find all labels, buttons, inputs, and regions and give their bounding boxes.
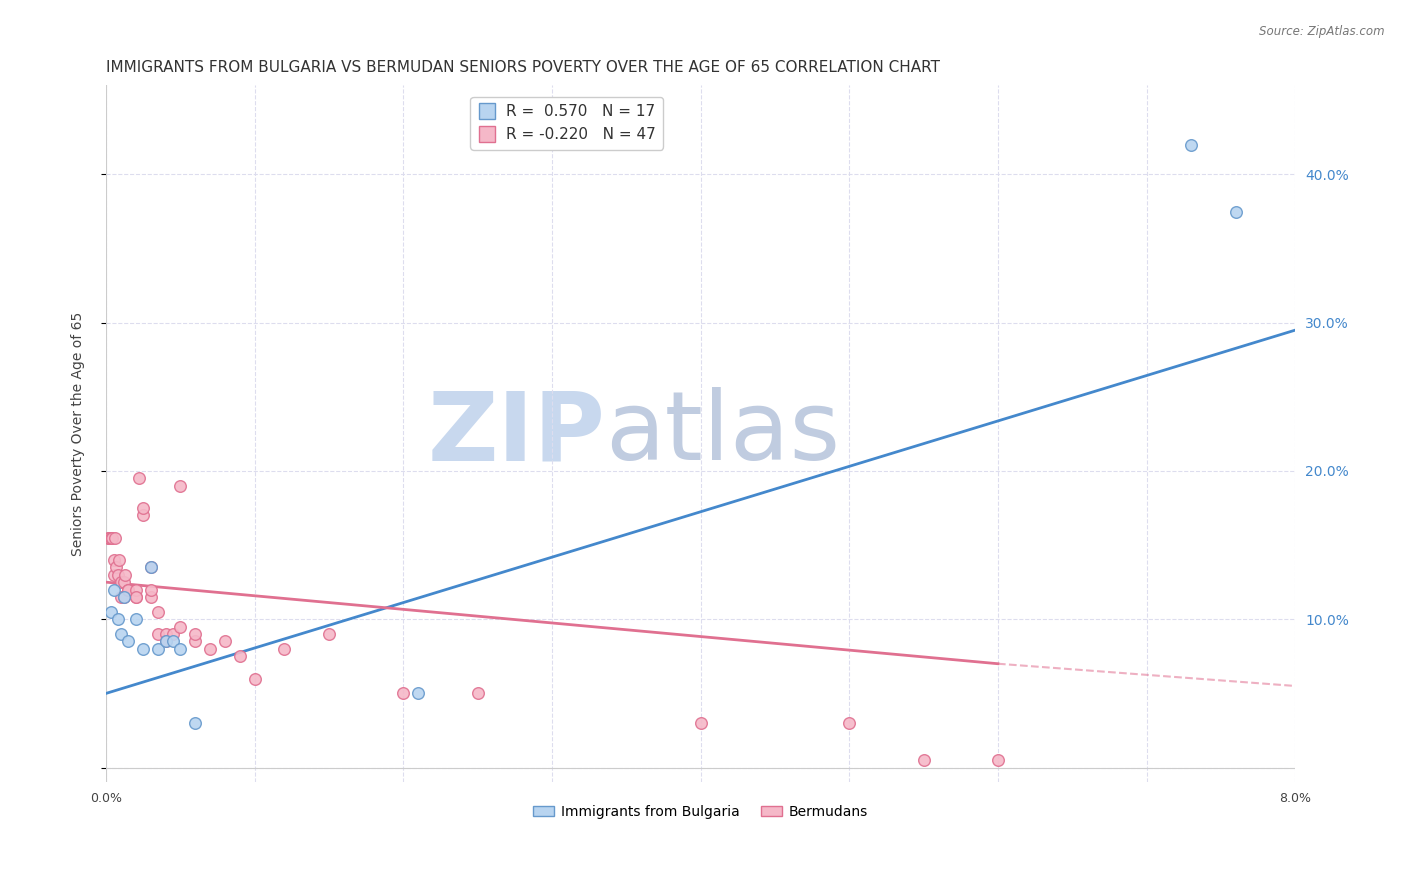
Point (117, 582, 139, 597)
Point (112, 590, 135, 604)
Point (132, 501, 155, 516)
Point (1225, 204, 1247, 219)
Point (107, 612, 129, 626)
Point (229, 649, 252, 664)
Point (139, 590, 162, 604)
Point (318, 627, 340, 641)
Point (467, 686, 489, 700)
Point (273, 641, 295, 656)
Point (108, 553, 131, 567)
Point (146, 627, 169, 641)
Point (184, 634, 207, 648)
Point (243, 672, 266, 686)
Point (105, 560, 128, 574)
Point (125, 612, 148, 626)
Point (169, 479, 191, 493)
Point (132, 641, 155, 656)
Point (98, 531, 121, 545)
Point (104, 531, 127, 545)
Point (155, 634, 177, 648)
Point (112, 575, 135, 590)
Point (97, 531, 120, 545)
Point (1180, 137, 1202, 152)
Point (155, 634, 177, 648)
Legend: Immigrants from Bulgaria, Bermudans: Immigrants from Bulgaria, Bermudans (527, 799, 873, 824)
Text: IMMIGRANTS FROM BULGARIA VS BERMUDAN SENIORS POVERTY OVER THE AGE OF 65 CORRELAT: IMMIGRANTS FROM BULGARIA VS BERMUDAN SEN… (105, 60, 941, 75)
Point (110, 627, 132, 641)
Point (100, 531, 122, 545)
Point (125, 590, 148, 604)
Point (155, 627, 177, 641)
Point (117, 582, 139, 597)
Point (101, 531, 124, 545)
Point (912, 753, 935, 767)
Point (406, 686, 429, 700)
Point (146, 605, 169, 619)
Point (103, 567, 125, 582)
Point (162, 627, 184, 641)
Point (103, 553, 125, 567)
Point (110, 575, 132, 590)
Y-axis label: Seniors Poverty Over the Age of 65: Seniors Poverty Over the Age of 65 (72, 312, 86, 556)
Point (987, 753, 1010, 767)
Point (184, 627, 207, 641)
Point (107, 567, 129, 582)
Point (110, 590, 132, 604)
Point (162, 634, 184, 648)
Point (838, 716, 860, 731)
Text: Source: ZipAtlas.com: Source: ZipAtlas.com (1260, 25, 1385, 38)
Point (128, 471, 150, 485)
Point (125, 582, 148, 597)
Point (125, 590, 148, 604)
Point (114, 567, 136, 582)
Point (112, 590, 135, 604)
Point (139, 560, 162, 574)
Point (139, 560, 162, 574)
Point (184, 716, 207, 731)
Point (214, 634, 236, 648)
Point (100, 605, 122, 619)
Point (392, 686, 415, 700)
Point (146, 641, 169, 656)
Point (689, 716, 711, 731)
Text: atlas: atlas (606, 387, 841, 481)
Point (169, 620, 191, 634)
Point (117, 634, 139, 648)
Point (169, 641, 191, 656)
Text: ZIP: ZIP (427, 387, 606, 481)
Point (132, 508, 155, 523)
Point (139, 582, 162, 597)
Point (198, 641, 221, 656)
Point (103, 582, 125, 597)
